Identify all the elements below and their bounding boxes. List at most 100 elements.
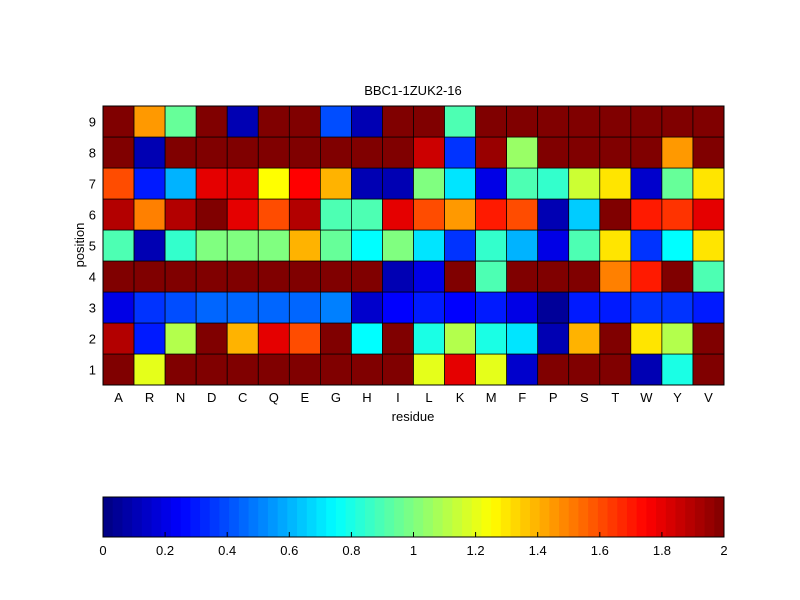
colorbar-segment bbox=[287, 497, 298, 537]
colorbar-segment bbox=[200, 497, 211, 537]
heatmap-cell-A-7 bbox=[102, 167, 135, 200]
colorbar-segment bbox=[112, 497, 123, 537]
heatmap-cell-L-9 bbox=[413, 105, 445, 138]
heatmap-cell-A-6 bbox=[102, 198, 135, 231]
colorbar-segment bbox=[403, 497, 414, 537]
heatmap-cell-A-4 bbox=[102, 260, 135, 293]
heatmap-cell-L-8 bbox=[413, 136, 445, 169]
heatmap-cell-Y-8 bbox=[661, 136, 694, 169]
colorbar-segment bbox=[161, 497, 172, 537]
heatmap-cell-C-8 bbox=[226, 136, 259, 169]
heatmap-cell-F-7 bbox=[506, 167, 539, 200]
heatmap-cell-T-8 bbox=[599, 136, 632, 169]
heatmap-cell-Q-8 bbox=[257, 136, 290, 169]
heatmap-cell-A-8 bbox=[102, 136, 135, 169]
heatmap-cell-E-1 bbox=[288, 353, 321, 386]
heatmap-cell-S-4 bbox=[568, 260, 601, 293]
heatmap-cell-D-9 bbox=[195, 105, 228, 138]
colorbar-segment bbox=[345, 497, 356, 537]
x-tick-label: K bbox=[456, 390, 465, 405]
heatmap-cell-E-8 bbox=[288, 136, 321, 169]
heatmap-cell-K-6 bbox=[444, 198, 476, 231]
colorbar-segment bbox=[413, 497, 424, 537]
colorbar-segment bbox=[355, 497, 366, 537]
heatmap-cell-R-3 bbox=[133, 291, 166, 324]
heatmap-cell-F-9 bbox=[506, 105, 539, 138]
heatmap-cell-P-3 bbox=[537, 291, 570, 324]
heatmap-cell-E-9 bbox=[288, 105, 321, 138]
heatmap-cell-Y-3 bbox=[661, 291, 694, 324]
heatmap-cell-Q-1 bbox=[257, 353, 290, 386]
heatmap-cell-F-8 bbox=[506, 136, 539, 169]
colorbar-segment bbox=[462, 497, 473, 537]
heatmap-cell-Y-1 bbox=[661, 353, 694, 386]
heatmap-cell-V-3 bbox=[692, 291, 725, 324]
heatmap-cell-I-6 bbox=[382, 198, 414, 231]
heatmap-cell-K-2 bbox=[444, 322, 476, 355]
colorbar-segment bbox=[714, 497, 725, 537]
colorbar-segment bbox=[238, 497, 250, 537]
colorbar-tick-label: 0.2 bbox=[156, 543, 174, 558]
heatmap-cell-H-5 bbox=[351, 229, 383, 262]
colorbar-segment bbox=[316, 497, 327, 537]
colorbar bbox=[103, 497, 725, 537]
heatmap-cell-D-5 bbox=[195, 229, 228, 262]
heatmap-cell-E-4 bbox=[288, 260, 321, 293]
heatmap-cell-H-3 bbox=[351, 291, 383, 324]
heatmap-cell-N-8 bbox=[164, 136, 197, 169]
heatmap-cell-M-2 bbox=[475, 322, 508, 355]
heatmap-cell-N-9 bbox=[164, 105, 197, 138]
x-tick-label: I bbox=[396, 390, 400, 405]
colorbar-segment bbox=[335, 497, 347, 537]
colorbar-segment bbox=[452, 497, 463, 537]
colorbar-segment bbox=[132, 497, 143, 537]
colorbar-segment bbox=[520, 497, 531, 537]
heatmap-cell-Y-6 bbox=[661, 198, 694, 231]
colorbar-tick-labels: 0 0.2 0.4 0.6 0.8 1 1.2 1.4 1.6 1.8 2 bbox=[99, 532, 728, 558]
colorbar-segment bbox=[151, 497, 162, 537]
heatmap-cell-L-4 bbox=[413, 260, 445, 293]
colorbar-segment bbox=[258, 497, 269, 537]
heatmap-cell-N-4 bbox=[164, 260, 197, 293]
colorbar-segment bbox=[510, 497, 521, 537]
heatmap-cell-D-4 bbox=[195, 260, 228, 293]
heatmap-cell-G-2 bbox=[320, 322, 352, 355]
heatmap-cell-N-1 bbox=[164, 353, 197, 386]
heatmap-cell-H-9 bbox=[351, 105, 383, 138]
colorbar-segment bbox=[432, 497, 444, 537]
x-tick-label: L bbox=[425, 390, 432, 405]
colorbar-segment bbox=[559, 497, 570, 537]
colorbar-segment bbox=[500, 497, 512, 537]
colorbar-segment bbox=[326, 497, 337, 537]
heatmap-cell-I-4 bbox=[382, 260, 414, 293]
heatmap-cell-D-2 bbox=[195, 322, 228, 355]
colorbar-segment bbox=[646, 497, 657, 537]
heatmap-cell-H-8 bbox=[351, 136, 383, 169]
heatmap-cell-V-6 bbox=[692, 198, 725, 231]
colorbar-tick-label: 2 bbox=[720, 543, 727, 558]
heatmap-cell-H-4 bbox=[351, 260, 383, 293]
heatmap-cell-L-6 bbox=[413, 198, 445, 231]
heatmap-cell-C-4 bbox=[226, 260, 259, 293]
heatmap-cell-V-7 bbox=[692, 167, 725, 200]
x-tick-label: T bbox=[611, 390, 619, 405]
colorbar-segment bbox=[665, 497, 676, 537]
heatmap-cell-V-4 bbox=[692, 260, 725, 293]
heatmap-cell-G-1 bbox=[320, 353, 352, 386]
heatmap-cell-C-5 bbox=[226, 229, 259, 262]
heatmap-cell-F-5 bbox=[506, 229, 539, 262]
y-tick-label: 8 bbox=[89, 146, 96, 161]
colorbar-segment bbox=[267, 497, 279, 537]
heatmap-cell-K-1 bbox=[444, 353, 476, 386]
x-tick-label: R bbox=[145, 390, 154, 405]
colorbar-segment bbox=[607, 497, 618, 537]
x-tick-label: S bbox=[580, 390, 589, 405]
heatmap-cell-I-7 bbox=[382, 167, 414, 200]
heatmap-cell-Q-4 bbox=[257, 260, 290, 293]
heatmap-cell-R-5 bbox=[133, 229, 166, 262]
heatmap-cell-H-1 bbox=[351, 353, 383, 386]
heatmap-cell-G-4 bbox=[320, 260, 352, 293]
x-tick-label: F bbox=[518, 390, 526, 405]
heatmap-cell-G-3 bbox=[320, 291, 352, 324]
